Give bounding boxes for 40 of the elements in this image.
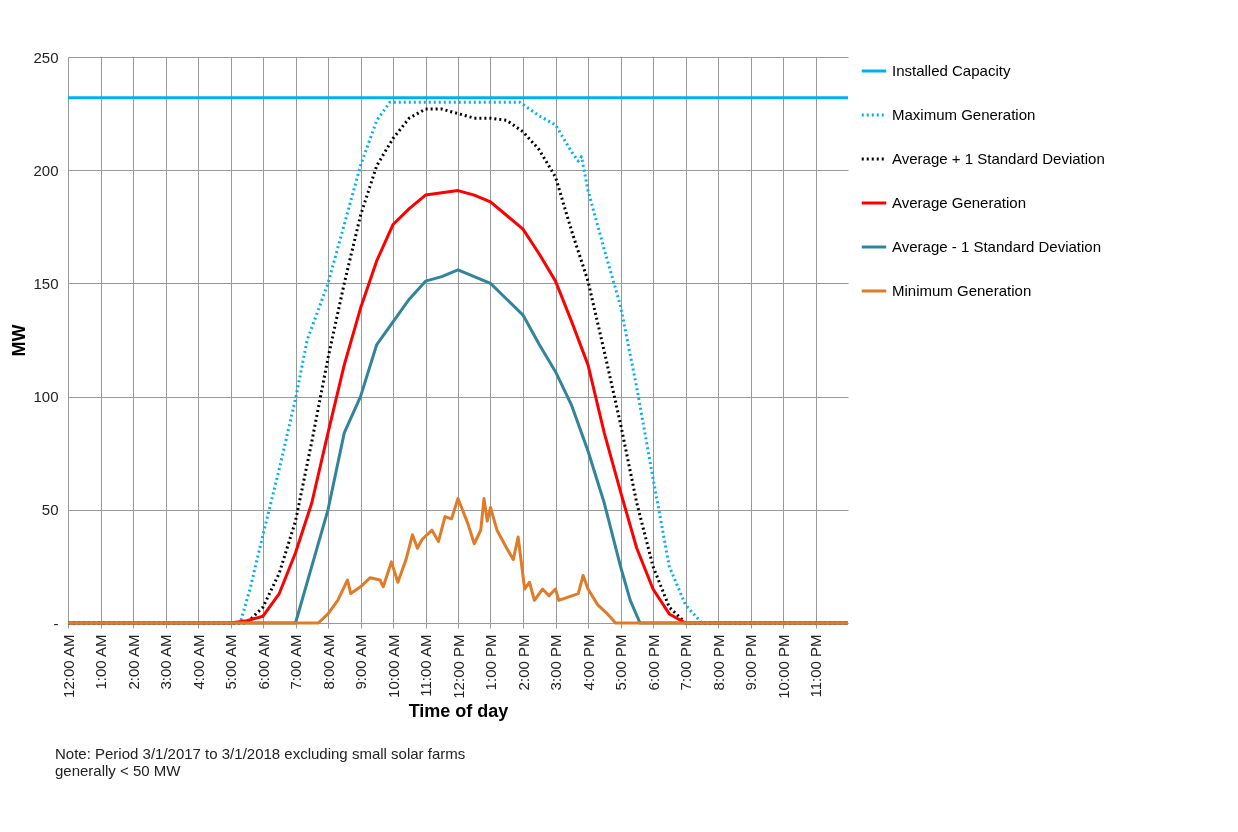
- x-tick-label: 4:00 PM: [579, 634, 597, 691]
- line-series: [66, 496, 850, 625]
- x-tick-label: 3:00 PM: [547, 634, 564, 691]
- x-tick-label: 7:00 AM: [287, 634, 304, 690]
- x-axis-title: Time of day: [408, 700, 509, 721]
- x-tick-label: 8:00 AM: [319, 634, 337, 690]
- x-tick-label: 3:00 AM: [157, 634, 174, 690]
- legend-label: Maximum Generation: [892, 106, 1036, 123]
- y-axis-title: MW: [9, 324, 30, 357]
- legend-label: Minimum Generation: [892, 282, 1032, 299]
- x-tick-label: 5:00 AM: [222, 634, 239, 690]
- x-tick-label: 2:00 AM: [124, 634, 142, 690]
- legend-label: Installed Capacity: [892, 62, 1011, 79]
- x-tick-label: 9:00 PM: [742, 634, 759, 691]
- legend-label: Average + 1 Standard Deviation: [892, 150, 1105, 167]
- legend-label: Average - 1 Standard Deviation: [892, 238, 1102, 255]
- x-tick-label: 12:00 PM: [449, 634, 467, 699]
- x-tick-label: 5:00 PM: [612, 634, 629, 691]
- x-tick-label: 1:00 PM: [482, 634, 499, 691]
- y-tick-label: 250: [33, 48, 59, 66]
- x-tick-label: 10:00 AM: [384, 634, 402, 698]
- y-tick-label: 50: [41, 501, 59, 519]
- y-tick-label: 150: [33, 274, 59, 292]
- x-tick-label: 11:00 AM: [417, 634, 434, 697]
- x-tick-label: 12:00 AM: [59, 634, 77, 698]
- x-tick-label: 1:00 AM: [92, 634, 109, 690]
- y-tick-label: 200: [33, 161, 59, 179]
- y-tick-label: 100: [33, 388, 59, 406]
- x-tick-label: 7:00 PM: [677, 634, 694, 691]
- text: Note: Period 3/1/2017 to 3/1/2018 excluding small solar farms generally < 50 MW: [55, 745, 467, 779]
- x-tick-label: 9:00 AM: [352, 634, 369, 690]
- x-tick-label: 8:00 PM: [709, 634, 727, 691]
- y-tick-label: -: [53, 614, 59, 632]
- x-tick-label: 6:00 PM: [644, 634, 662, 691]
- x-tick-label: 2:00 PM: [514, 634, 532, 691]
- x-tick-label: 6:00 AM: [254, 634, 272, 690]
- legend-label: Average Generation: [892, 194, 1026, 211]
- x-tick-label: 10:00 PM: [774, 634, 792, 699]
- x-tick-label: 4:00 AM: [189, 634, 207, 690]
- x-tick-label: 11:00 PM: [807, 634, 824, 698]
